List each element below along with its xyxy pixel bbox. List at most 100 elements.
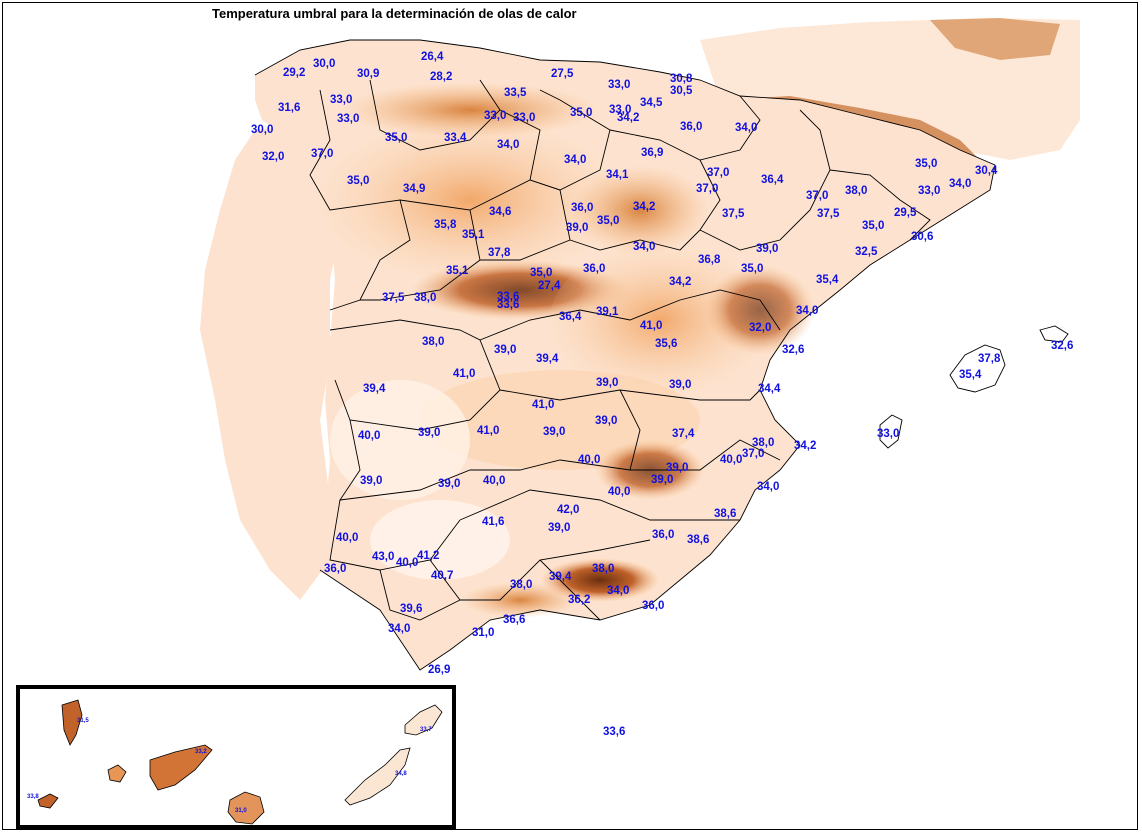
map-value-label: 37,5 <box>722 208 745 220</box>
map-value-label: 39,0 <box>360 475 382 487</box>
map-value-label: 30,6 <box>911 231 933 243</box>
map-value-label: 39,0 <box>669 379 691 391</box>
map-value-label: 40,0 <box>483 475 505 487</box>
map-value-label: 30,4 <box>975 165 998 177</box>
map-value-label: 34,2 <box>794 440 816 452</box>
map-value-label: 33,6 <box>497 291 519 303</box>
map-value-label: 32,6 <box>1051 340 1073 352</box>
map-value-label: 37,8 <box>488 247 511 259</box>
map-value-label: 42,0 <box>557 504 579 516</box>
map-value-label: 34,2 <box>633 201 655 213</box>
map-value-label: 30,0 <box>251 124 273 136</box>
map-title: Temperatura umbral para la determinación… <box>212 6 577 21</box>
map-value-label: 35,0 <box>570 107 592 119</box>
peninsula-labels: 26,4 30,0 29,2 30,9 28,2 27,5 33,0 30,8 … <box>251 51 1073 738</box>
cuenca <box>550 245 770 395</box>
map-value-label: 37,0 <box>707 167 729 179</box>
map-value-label: 34,0 <box>607 585 629 597</box>
map-value-label: 32,5 <box>855 246 878 258</box>
map-value-label: 36,0 <box>680 121 702 133</box>
map-value-label: 34,4 <box>758 383 781 395</box>
map-value-label: 32,6 <box>782 344 804 356</box>
map-value-label: 33,0 <box>484 110 506 122</box>
map-value-label: 27,4 <box>538 280 561 292</box>
map-value-label: 33,0 <box>609 104 631 116</box>
map-value-label: 39,4 <box>536 353 559 365</box>
canarias-labels: 31,5 33,7 33,2 34,8 33,8 31,0 <box>27 718 432 814</box>
map-value-label: 39,0 <box>494 344 516 356</box>
map-value-label: 43,0 <box>372 551 394 563</box>
map-value-label: 39,0 <box>651 474 673 486</box>
map-value-label: 40,0 <box>608 486 630 498</box>
map-value-label: 39,0 <box>543 426 565 438</box>
map-value-label: 41,0 <box>477 425 499 437</box>
map-value-label: 34,0 <box>796 305 818 317</box>
map-value-label: 29,2 <box>283 67 305 79</box>
map-value-label: 34,2 <box>669 276 691 288</box>
map-value-label: 37,4 <box>672 428 695 440</box>
map-value-label: 26,9 <box>428 664 450 676</box>
map-value-label: 38,6 <box>714 508 736 520</box>
menorca-island <box>1039 325 1069 343</box>
map-value-label: 41,6 <box>482 516 504 528</box>
map-value-label: 37,0 <box>806 190 828 202</box>
map-value-label: 27,5 <box>551 68 574 80</box>
map-value-label: 37,8 <box>978 353 1001 365</box>
map-value-label: 38,0 <box>752 437 774 449</box>
map-value-label: 39,6 <box>400 603 422 615</box>
map-value-label: 36,4 <box>761 174 784 186</box>
tenerife-island <box>149 744 213 791</box>
map-value-label: 30,8 <box>670 73 693 85</box>
map-value-label: 37,5 <box>382 292 405 304</box>
map-value-label: 39,1 <box>596 306 619 318</box>
map-value-label: 34,0 <box>735 122 757 134</box>
map-value-label: 39,0 <box>566 222 588 234</box>
map-value-label: 40,0 <box>396 557 418 569</box>
province-borders <box>254 39 996 671</box>
map-value-label: 36,2 <box>568 594 590 606</box>
map-value-label: 41,0 <box>453 368 475 380</box>
map-value-label: 35,0 <box>915 158 937 170</box>
portugal-relief <box>200 125 340 600</box>
map-value-label: 32,0 <box>749 322 771 334</box>
map-value-label: 33,5 <box>504 87 527 99</box>
map-value-label: 38,0 <box>414 292 436 304</box>
baetic <box>460 582 580 618</box>
fuerteventura-island <box>344 747 411 806</box>
map-value-label: 39,0 <box>438 478 460 490</box>
map-value-label: 34,0 <box>497 139 519 151</box>
map-value-label: 35,4 <box>816 274 839 286</box>
map-value-label: 26,4 <box>421 51 444 63</box>
map-value-label: 36,0 <box>571 202 593 214</box>
map-value-label: 40,0 <box>720 454 742 466</box>
gran-canaria-island <box>227 791 265 825</box>
map-value-label: 35,0 <box>597 215 619 227</box>
map-value-label: 34,0 <box>564 154 586 166</box>
map-value-label: 37,0 <box>742 448 764 460</box>
map-value-label: 34,0 <box>388 623 410 635</box>
map-value-label: 36,4 <box>559 311 582 323</box>
map-value-label: 33,0 <box>330 94 352 106</box>
map-value-label: 39,0 <box>596 377 618 389</box>
sistema-iberico <box>570 165 710 255</box>
map-value-label: 41,0 <box>640 320 662 332</box>
el-hierro-island <box>37 793 59 809</box>
map-value-label: 34,0 <box>949 178 971 190</box>
map-value-label: 34,5 <box>640 97 663 109</box>
map-value-label: 41,2 <box>417 550 439 562</box>
canarias-value-label: 33,2 <box>195 749 207 755</box>
map-value-label: 37,0 <box>696 183 718 195</box>
map-value-label: 31,6 <box>278 102 300 114</box>
map-value-label: 35,0 <box>530 267 552 279</box>
map-value-label: 40,0 <box>336 532 358 544</box>
map-value-label: 40,7 <box>431 570 453 582</box>
cantabrica <box>340 82 600 138</box>
map-value-label: 34,0 <box>757 481 779 493</box>
la-gomera-island <box>107 764 127 783</box>
map-value-label: 33,6 <box>497 299 519 311</box>
map-value-label: 35,0 <box>347 175 369 187</box>
la-palma-island <box>61 699 83 746</box>
map-value-label: 38,0 <box>422 336 444 348</box>
ibiza-island <box>879 414 903 449</box>
